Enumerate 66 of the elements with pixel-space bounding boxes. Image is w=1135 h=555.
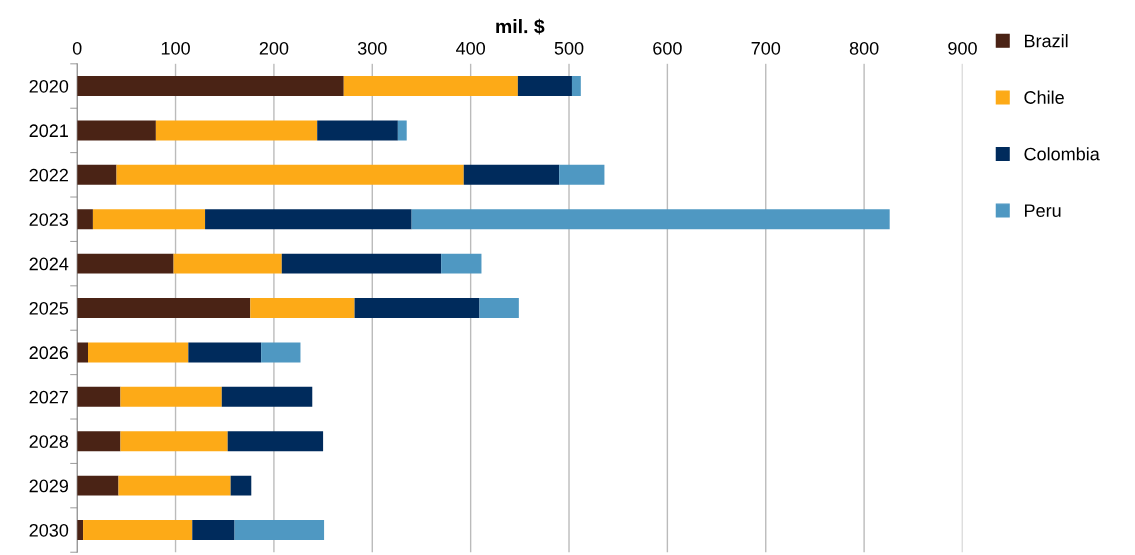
bar (77, 253, 174, 274)
bar (77, 475, 119, 496)
x-tick-label: 900 (948, 41, 977, 55)
y-tick-label: 2020 (29, 79, 69, 93)
bar (281, 253, 442, 274)
bar (173, 253, 282, 274)
y-tick-label: 2024 (29, 257, 69, 271)
bar (317, 120, 398, 141)
legend-label: Brazil (1025, 34, 1068, 48)
bar (77, 431, 121, 452)
bar (77, 342, 88, 363)
y-tick-label: 2021 (29, 124, 68, 138)
x-tick-label: 200 (259, 41, 289, 55)
bar (77, 298, 251, 319)
bar (354, 298, 480, 319)
legend-label: Colombia (1024, 147, 1100, 161)
bar (230, 475, 252, 496)
bar (517, 76, 572, 97)
y-tick-label: 2023 (29, 213, 69, 226)
bar (571, 76, 581, 97)
bar (92, 209, 206, 230)
bar (88, 342, 189, 363)
bar (77, 164, 117, 185)
bar (205, 209, 412, 230)
bar (120, 386, 222, 407)
y-tick-label: 2025 (29, 301, 69, 315)
bar (116, 164, 464, 185)
bar (77, 386, 121, 407)
bar (192, 520, 235, 541)
bar (77, 209, 93, 230)
x-tick-label: 400 (456, 41, 485, 55)
x-tick-label: 300 (357, 41, 387, 55)
bar (188, 342, 262, 363)
legend-label: Peru (1025, 204, 1061, 217)
y-tick-label: 2028 (29, 435, 69, 448)
y-tick-label: 2022 (29, 168, 68, 182)
y-tick-label: 2027 (29, 390, 68, 404)
bar (155, 120, 318, 141)
y-tick-label: 2030 (29, 523, 69, 537)
x-tick-label: 800 (849, 41, 879, 55)
legend-label: Chile (1024, 90, 1064, 104)
bar (234, 520, 325, 541)
bar (463, 164, 560, 185)
bar (411, 209, 890, 230)
bar (77, 76, 344, 97)
x-tick-label: 600 (653, 41, 682, 55)
bar (227, 431, 324, 452)
x-tick-label: 100 (161, 41, 190, 55)
x-tick-label: 500 (554, 41, 584, 55)
bar (343, 76, 518, 97)
x-tick-label: 0 (72, 41, 82, 55)
bar (83, 520, 193, 541)
bar (397, 120, 407, 141)
y-tick-label: 2026 (29, 346, 69, 360)
bar (120, 431, 228, 452)
x-tick-label: 700 (751, 41, 781, 55)
bar (479, 298, 519, 319)
x-axis-title: mil. $ (496, 18, 545, 35)
bar (118, 475, 231, 496)
bar (221, 386, 313, 407)
bar (441, 253, 482, 274)
bar (77, 120, 156, 141)
bar (559, 164, 605, 185)
y-tick-label: 2029 (29, 479, 68, 493)
bar (250, 298, 355, 319)
bar (261, 342, 301, 363)
